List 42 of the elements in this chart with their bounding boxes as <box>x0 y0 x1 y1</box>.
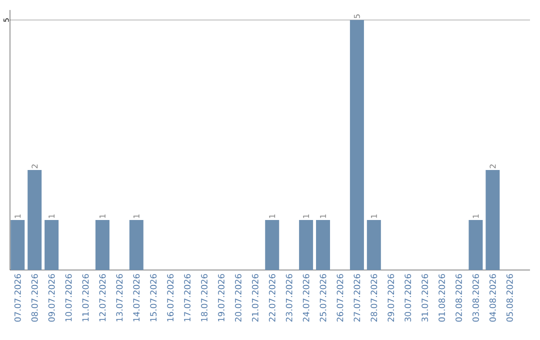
x-tick-label: 02.08.2026 <box>456 274 462 322</box>
data-label: 1 <box>48 214 54 218</box>
x-tick-label: 30.07.2026 <box>404 274 412 322</box>
x-tick-label: 04.08.2026 <box>489 274 496 322</box>
x-tick-label: 26.07.2026 <box>336 274 344 322</box>
data-label: 1 <box>303 214 309 218</box>
x-tick-label: 01.08.2026 <box>438 274 446 322</box>
x-tick-label: 24.07.2026 <box>302 274 310 322</box>
data-label: 1 <box>269 214 276 218</box>
x-tick-label: 15.07.2026 <box>150 274 157 322</box>
x-tick-label: 23.07.2026 <box>286 274 292 322</box>
x-tick-label: 31.07.2026 <box>422 274 428 322</box>
x-tick-label: 14.07.2026 <box>133 274 140 322</box>
x-tick-label: 13.07.2026 <box>116 274 123 322</box>
data-label: 5 <box>354 14 360 18</box>
x-tick-label: 07.07.2026 <box>14 274 21 322</box>
x-tick-label: 09.07.2026 <box>48 274 55 322</box>
x-tick-label: 16.07.2026 <box>167 274 174 322</box>
x-tick-label: 19.07.2026 <box>218 274 224 322</box>
x-tick-label: 18.07.2026 <box>201 274 208 322</box>
x-tick-label: 08.07.2026 <box>31 274 38 322</box>
x-tick-label: 11.07.2026 <box>82 274 89 322</box>
data-label: 1 <box>371 214 377 218</box>
data-label: 1 <box>100 214 106 218</box>
data-label: 1 <box>133 214 140 218</box>
data-label: 2 <box>490 164 496 168</box>
x-tick-label: 03.08.2026 <box>472 274 479 322</box>
x-tick-label: 10.07.2026 <box>65 274 72 322</box>
data-label: 2 <box>32 164 38 168</box>
x-tick-label: 21.07.2026 <box>252 274 258 322</box>
data-label: 1 <box>472 214 479 218</box>
x-tick-label: 20.07.2026 <box>234 274 242 322</box>
x-tick-label: 27.07.2026 <box>354 274 360 322</box>
data-label: 1 <box>14 214 21 218</box>
x-tick-label: 25.07.2026 <box>320 274 326 322</box>
x-tick-label: 05.08.2026 <box>506 274 513 322</box>
x-tick-label: 28.07.2026 <box>370 274 378 322</box>
data-label: 1 <box>320 214 326 218</box>
x-tick-label: 29.07.2026 <box>388 274 394 322</box>
x-tick-label: 22.07.2026 <box>268 274 276 322</box>
x-tick-label: 17.07.2026 <box>184 274 191 322</box>
x-tick-label: 12.07.2026 <box>99 274 106 322</box>
